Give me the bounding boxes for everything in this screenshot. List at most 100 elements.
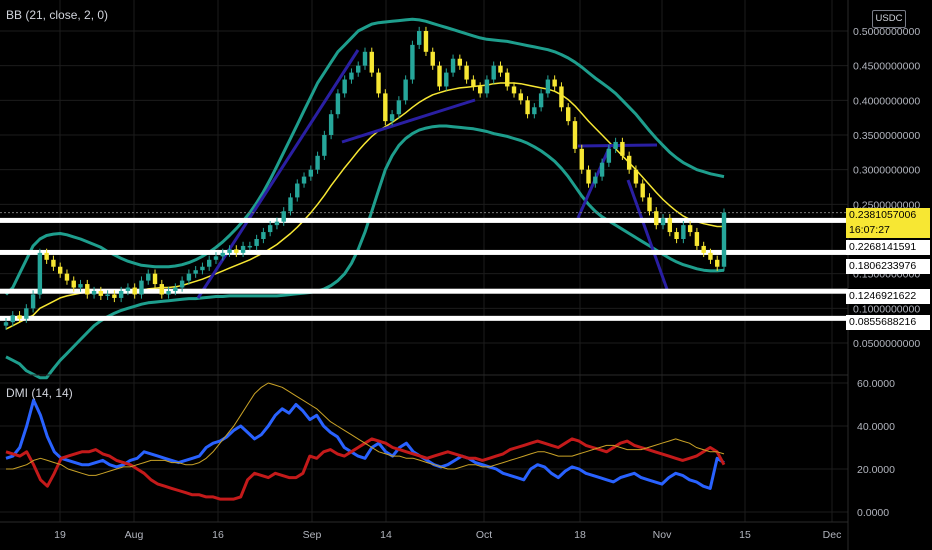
bear-candle — [694, 232, 700, 246]
bull-candle — [322, 135, 327, 156]
bear-candle — [626, 155, 632, 170]
time-axis[interactable]: 19 Aug 16 Sep 14 Oct 18 Nov 15 Dec — [54, 529, 841, 541]
dmi-tick-label: 20.0000 — [857, 464, 895, 476]
bull-candle — [254, 239, 259, 246]
price-tick-label: 0.4000000000 — [853, 95, 920, 107]
bear-candle — [620, 141, 625, 156]
bear-candle — [640, 183, 645, 198]
bull-candle — [301, 176, 307, 184]
bear-candle — [715, 259, 720, 267]
bull-candle — [207, 259, 212, 267]
bull-candle — [444, 72, 449, 87]
bull-candle — [349, 72, 354, 80]
bear-candle — [674, 232, 679, 239]
price-tick-label: 0.3000000000 — [853, 165, 920, 177]
bear-candle — [505, 72, 510, 87]
price-tick-label: 0.0500000000 — [853, 338, 920, 350]
bear-candle — [647, 197, 652, 212]
dmi-tick-label: 0.0000 — [857, 507, 889, 519]
bull-candle — [118, 291, 124, 298]
bear-candle — [566, 107, 571, 122]
bear-candle — [477, 86, 483, 94]
bb-upper-band — [4, 17, 725, 296]
dmi-tick-label: 40.0000 — [857, 421, 895, 433]
price-tick-label: 0.3500000000 — [853, 130, 920, 142]
bull-candle — [328, 114, 334, 135]
bull-candle — [193, 270, 198, 274]
bear-candle — [586, 169, 591, 184]
horizontal-level[interactable] — [0, 217, 848, 223]
bull-candle — [3, 322, 9, 326]
bear-candle — [457, 58, 463, 66]
price-axis[interactable]: 0.5000000000 0.4500000000 0.4000000000 0.35… — [853, 26, 920, 350]
bull-candle — [545, 79, 551, 94]
price-tick-label: 0.4500000000 — [853, 61, 920, 73]
bull-candle — [308, 169, 314, 177]
bull-candle — [240, 245, 246, 253]
dmi-indicator-label[interactable]: DMI (14, 14) — [6, 386, 73, 400]
bb-indicator-label[interactable]: BB (21, close, 2, 0) — [6, 8, 109, 22]
bull-candle — [281, 211, 286, 222]
bull-candle — [274, 221, 280, 226]
bear-candle — [159, 284, 164, 295]
horizontal-levels[interactable] — [0, 212, 848, 321]
bull-candle — [491, 65, 496, 80]
level-price-label-4: 0.0855688216 — [846, 315, 930, 330]
bull-candle — [247, 245, 253, 248]
bull-candle — [389, 114, 395, 122]
bear-candle — [498, 65, 503, 73]
bull-candle — [146, 273, 151, 281]
bull-candle — [10, 315, 15, 323]
bull-candle — [267, 225, 273, 233]
time-tick-label: 16 — [212, 529, 224, 541]
bull-candle — [721, 212, 727, 267]
bear-candle — [708, 252, 713, 260]
time-tick-label: Sep — [303, 529, 322, 541]
bear-candle — [383, 93, 388, 122]
bull-candle — [362, 51, 368, 66]
bull-candle — [613, 141, 618, 149]
bull-candle — [532, 107, 537, 115]
bull-candle — [295, 183, 300, 198]
bull-candle — [139, 280, 144, 295]
bear-candle — [234, 249, 239, 253]
bear-candle — [579, 148, 584, 170]
horizontal-level[interactable] — [0, 315, 848, 321]
bull-candle — [227, 249, 232, 253]
bear-candle — [17, 315, 22, 319]
grid — [0, 0, 848, 522]
bull-candle — [220, 252, 225, 257]
bear-candle — [552, 79, 557, 87]
bear-candle — [132, 287, 137, 295]
horizontal-level[interactable] — [0, 249, 848, 255]
trendline — [626, 179, 670, 293]
bull-candle — [78, 284, 83, 288]
time-tick-label: Oct — [476, 529, 492, 541]
bull-candle — [24, 308, 29, 319]
bear-candle — [112, 294, 117, 298]
bull-candle — [105, 294, 110, 296]
bull-candle — [91, 291, 97, 295]
bull-candle — [200, 266, 205, 271]
bear-candle — [654, 211, 659, 226]
horizontal-level[interactable] — [0, 288, 848, 294]
bull-candle — [416, 31, 422, 45]
bull-candle — [599, 162, 605, 177]
dmi-axis[interactable]: 60.0000 40.0000 20.0000 0.0000 — [857, 378, 895, 519]
bear-candle — [471, 79, 476, 87]
level-price-label-2: 0.1806233976 — [846, 259, 930, 274]
adx-line — [6, 382, 725, 476]
bear-candle — [430, 51, 435, 66]
currency-button[interactable]: USDC — [872, 10, 906, 28]
bear-candle — [511, 86, 517, 94]
bull-candle — [315, 155, 320, 170]
bear-candle — [64, 273, 70, 281]
trendline — [341, 98, 476, 144]
bull-candle — [403, 79, 408, 101]
bear-candle — [559, 86, 564, 108]
bull-candle — [173, 287, 178, 291]
bull-candle — [166, 291, 171, 295]
bull-candle — [450, 58, 456, 73]
bear-candle — [44, 252, 49, 260]
